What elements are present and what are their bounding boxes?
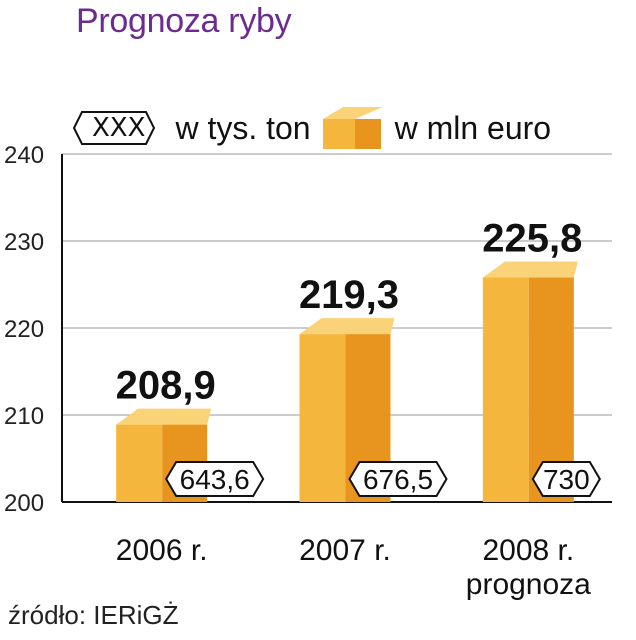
euro-value-label: 225,8 bbox=[482, 217, 582, 261]
tons-value-badge bbox=[531, 461, 601, 497]
bar-top bbox=[116, 408, 212, 425]
bar-front bbox=[482, 277, 529, 502]
y-tick-labels: 200 210 220 230 240 bbox=[4, 142, 44, 517]
x-tick-label: 2006 r. bbox=[116, 534, 208, 567]
cube-icon bbox=[322, 107, 383, 149]
y-tick-label: 210 bbox=[4, 403, 44, 430]
tons-value-label: 676,5 bbox=[363, 464, 433, 495]
bar-group: 219,3 676,5 bbox=[299, 273, 448, 502]
bar-front bbox=[116, 424, 163, 502]
source-note: źródło: IERiGŻ bbox=[8, 600, 179, 630]
y-tick-label: 200 bbox=[4, 490, 44, 517]
tons-value-badge bbox=[348, 461, 448, 497]
y-tick-label: 230 bbox=[4, 229, 44, 256]
euro-value-label: 208,9 bbox=[116, 364, 216, 408]
y-tick-label: 240 bbox=[4, 142, 44, 169]
chart-title: Prognoza ryby bbox=[76, 2, 292, 40]
bar-group: 208,9 643,6 bbox=[116, 364, 265, 502]
legend-euro-label: w mln euro bbox=[394, 109, 552, 146]
legend: XXX w tys. ton w mln euro bbox=[72, 104, 551, 152]
legend-tons-symbol-text: XXX bbox=[92, 113, 146, 143]
bar-top bbox=[482, 261, 578, 278]
x-tick-labels: 2006 r. 2007 r. 2008 r.prognoza bbox=[116, 534, 591, 600]
legend-tons-symbol: XXX bbox=[72, 110, 165, 146]
x-tick-sublabel: prognoza bbox=[466, 568, 591, 600]
bar-top bbox=[299, 318, 395, 335]
hexagon-icon bbox=[72, 111, 156, 145]
bar-chart: 200 210 220 230 240 208,9 643,6 219,3 676,5 225,… bbox=[4, 142, 612, 600]
euro-value-label: 219,3 bbox=[299, 273, 399, 317]
bars: 208,9 643,6 219,3 676,5 225,8 730 bbox=[116, 217, 601, 502]
x-tick-label: 2007 r. bbox=[299, 534, 391, 567]
bar-group: 225,8 730 bbox=[482, 217, 601, 502]
y-tick-label: 220 bbox=[4, 316, 44, 343]
x-tick-label: 2008 r. bbox=[482, 534, 574, 567]
tons-value-badge bbox=[165, 461, 265, 497]
legend-tons-label: w tys. ton bbox=[175, 109, 311, 146]
bar-front bbox=[299, 334, 346, 502]
tons-value-label: 643,6 bbox=[180, 464, 250, 495]
tons-value-label: 730 bbox=[543, 464, 590, 495]
